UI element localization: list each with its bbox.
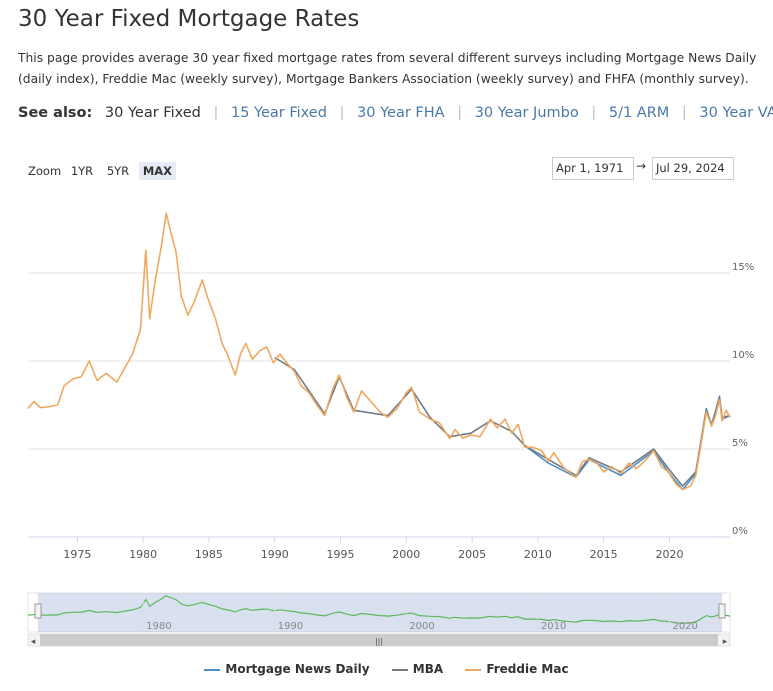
link-30-year-jumbo[interactable]: 30 Year Jumbo: [474, 105, 579, 121]
legend-item-mba[interactable]: MBA: [391, 662, 444, 676]
x-axis: 1975 1980 1985 1990 1995 2000 2005 2010 2015 2020: [63, 537, 683, 561]
y-tick-label: 0%: [732, 526, 748, 537]
x-tick-label: 2010: [524, 548, 552, 561]
x-tick-label: 1995: [327, 548, 355, 561]
link-5-1-arm[interactable]: 5/1 ARM: [608, 105, 670, 121]
range-separator: →: [636, 159, 647, 173]
x-tick-label: 2005: [458, 548, 486, 561]
see-also-current: 30 Year Fixed: [104, 105, 201, 121]
x-tick-label: 1990: [261, 548, 289, 561]
grid: 0% 5% 10% 15%: [28, 262, 754, 538]
navigator-handle[interactable]: [34, 603, 42, 619]
link-15-year-fixed[interactable]: 15 Year Fixed: [230, 105, 327, 121]
zoom-5yr-button[interactable]: 5YR: [106, 164, 130, 178]
x-tick-label: 2000: [392, 548, 420, 561]
link-30-year-va[interactable]: 30 Year VA: [699, 105, 773, 121]
x-tick-label: 2015: [590, 548, 618, 561]
separator: |: [591, 105, 597, 121]
legend-swatch: [465, 668, 482, 671]
zoom-1yr-button[interactable]: 1YR: [70, 164, 94, 178]
legend-item-freddie-mac[interactable]: Freddie Mac: [465, 662, 569, 676]
navigator-label: 2000: [409, 621, 434, 632]
legend-label: Mortgage News Daily: [225, 662, 370, 676]
y-tick-label: 15%: [732, 262, 754, 273]
series-layer: [27, 212, 731, 491]
scroll-left-arrow-icon[interactable]: ◂: [31, 637, 36, 647]
navigator[interactable]: 1980 1990 2000 2010 2020 ||| ◂ ▸: [27, 592, 731, 647]
series-line-freddie-mac: [27, 212, 731, 491]
scroll-right-arrow-icon[interactable]: ▸: [723, 637, 728, 647]
scrollbar-grip: |||: [375, 637, 383, 646]
chart-container: Zoom 1YR 5YR MAX Apr 1, 1971 → Jul 29, 2…: [0, 140, 773, 691]
x-tick-label: 2020: [655, 548, 683, 561]
legend-swatch: [391, 668, 408, 671]
zoom-max-button[interactable]: MAX: [138, 162, 177, 180]
legend-label: MBA: [412, 662, 444, 676]
x-tick-label: 1975: [63, 548, 91, 561]
see-also-bar: See also: 30 Year Fixed | 15 Year Fixed …: [18, 105, 773, 121]
range-to-input[interactable]: Jul 29, 2024: [652, 157, 734, 180]
scrollbar-thumb[interactable]: [40, 634, 718, 646]
x-tick-label: 1985: [195, 548, 223, 561]
separator: |: [339, 105, 345, 121]
navigator-label: 2020: [672, 621, 697, 632]
separator: |: [213, 105, 219, 121]
page-title: 30 Year Fixed Mortgage Rates: [18, 6, 360, 32]
legend-item-mortgage-news-daily[interactable]: Mortgage News Daily: [204, 662, 370, 676]
legend-label: Freddie Mac: [486, 662, 569, 676]
intro-text: This page provides average 30 year fixed…: [18, 51, 757, 86]
zoom-controls: Zoom 1YR 5YR MAX: [28, 162, 177, 180]
separator: |: [457, 105, 463, 121]
see-also-label: See also:: [18, 105, 93, 121]
navigator-frame: [27, 592, 731, 633]
navigator-selection[interactable]: [38, 593, 722, 632]
separator: |: [681, 105, 687, 121]
rates-chart: 0% 5% 10% 15% 1975 1980 1985 1990 1995 2000 2005 2…: [27, 212, 754, 647]
navigator-label: 2010: [541, 621, 566, 632]
legend-swatch: [204, 668, 221, 671]
series-line-mortgage-news-daily: [524, 395, 731, 491]
y-tick-label: 5%: [732, 438, 748, 449]
navigator-series: [27, 595, 731, 624]
navigator-label: 1990: [278, 621, 303, 632]
navigator-label: 1980: [146, 621, 171, 632]
x-tick-label: 1980: [129, 548, 157, 561]
y-tick-label: 10%: [732, 350, 754, 361]
navigator-handle[interactable]: [718, 603, 726, 619]
chart-legend: Mortgage News Daily MBA Freddie Mac: [0, 662, 773, 676]
range-from-input[interactable]: Apr 1, 1971: [552, 157, 634, 180]
zoom-label: Zoom: [28, 164, 62, 178]
link-30-year-fha[interactable]: 30 Year FHA: [357, 105, 445, 121]
